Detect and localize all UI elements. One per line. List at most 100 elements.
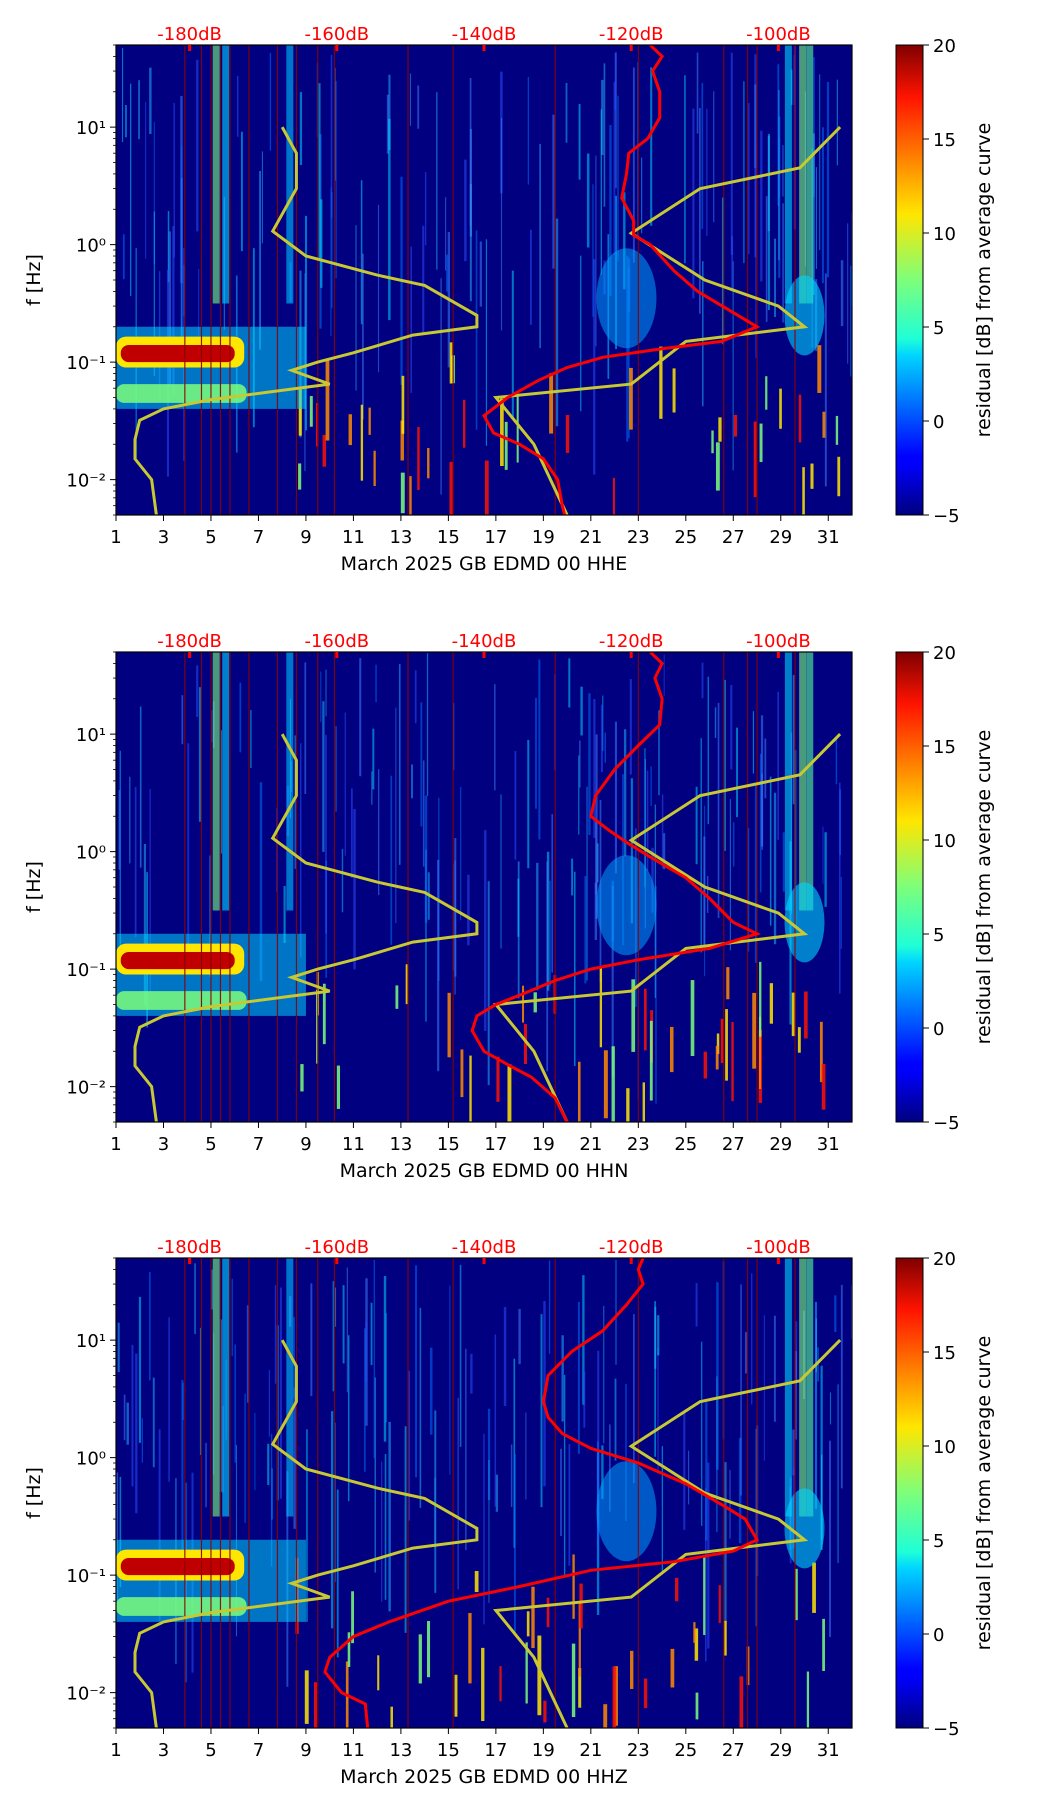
heatmap-spike (703, 1051, 708, 1079)
top-tick-label: -120dB (599, 24, 664, 45)
heatmap-spike (454, 1674, 458, 1717)
heatmap-band (222, 1258, 230, 1517)
heatmap-texture (116, 1258, 852, 1728)
x-tick-label: 15 (437, 1740, 460, 1761)
heatmap-spike (769, 983, 774, 1024)
heatmap-spike (316, 989, 319, 1064)
y-axis-label: f [Hz] (23, 1467, 45, 1519)
heatmap-spike (401, 375, 405, 434)
heatmap-spike (496, 1056, 500, 1102)
top-tick-label: -140dB (452, 1237, 517, 1258)
colorbar-tick-label: 10 (933, 831, 956, 852)
y-tick-label: 10⁻¹ (66, 960, 106, 981)
x-tick-label: 31 (817, 1134, 840, 1155)
heatmap-spike (821, 1064, 826, 1110)
heatmap-spike (695, 1692, 699, 1720)
heatmap-spike (533, 992, 537, 1013)
x-tick-label: 3 (158, 1134, 169, 1155)
heatmap-spike (449, 342, 453, 384)
reference-curve (492, 126, 842, 515)
heatmap-spike (298, 386, 302, 436)
heatmap-spike (603, 1050, 608, 1119)
x-tick-label: 3 (158, 527, 169, 548)
heatmap-spike (611, 1046, 615, 1122)
x-tick-label: 13 (389, 1134, 412, 1155)
colorbar (895, 44, 924, 516)
top-tick-label: -180dB (157, 1237, 222, 1258)
heatmap-background (116, 652, 852, 1122)
y-axis-label: f [Hz] (23, 254, 45, 306)
heatmap-spike (718, 1585, 721, 1624)
colorbar-tick-label: 15 (933, 737, 956, 758)
heatmap-spike (791, 992, 796, 1037)
heatmap-spike (469, 1055, 472, 1122)
x-tick-label: 19 (532, 527, 555, 548)
x-tick-label: 7 (253, 1740, 264, 1761)
heatmap-spike (694, 1628, 699, 1661)
heatmap-spike (507, 1064, 512, 1122)
heatmap-spike (571, 1643, 576, 1718)
heatmap-spike (718, 417, 722, 442)
heatmap-spike (418, 1634, 422, 1684)
heatmap-texture (116, 45, 852, 515)
heatmap-spike (822, 411, 826, 438)
y-tick-label: 10⁻² (66, 471, 106, 492)
heatmap-spike (468, 1612, 472, 1684)
x-tick-label: 29 (769, 527, 792, 548)
colorbar (895, 1257, 924, 1729)
top-tick-label: -140dB (452, 631, 517, 652)
heatmap-spike (427, 448, 430, 479)
heatmap-spike (731, 1022, 734, 1102)
top-tick-label: -180dB (157, 24, 222, 45)
heatmap-spike (715, 1045, 719, 1070)
x-tick-label: 23 (627, 1134, 650, 1155)
x-tick-label: 15 (437, 1134, 460, 1155)
x-tick-label: 7 (253, 1134, 264, 1155)
heatmap-texture (116, 652, 842, 1122)
heatmap-spike (720, 1018, 724, 1064)
colorbar-tick-label: 20 (933, 36, 956, 57)
heatmap-event-glow (596, 248, 657, 349)
y-tick-label: 10⁰ (76, 236, 106, 257)
heatmap-spike (395, 985, 399, 1009)
heatmap-band (784, 1258, 792, 1517)
colorbar-tick-label: 0 (933, 412, 944, 433)
heatmap-spike (670, 1648, 675, 1688)
heatmap-spike (752, 992, 757, 1069)
heatmap-band (286, 1258, 294, 1517)
heatmap-spike (336, 1065, 341, 1109)
psd-curve (323, 1258, 760, 1728)
heatmap-spike (759, 961, 762, 1037)
heatmap-spike (481, 1647, 485, 1722)
heatmap-spike (659, 346, 663, 419)
y-tick-label: 10⁰ (76, 1449, 106, 1470)
top-tick-label: -100dB (746, 1237, 811, 1258)
colorbar-tick-label: 5 (933, 1531, 944, 1552)
heatmap-band (806, 1258, 814, 1517)
heatmap-spike (726, 967, 730, 1000)
y-axis-label: f [Hz] (23, 861, 45, 913)
heatmap-spike (351, 1591, 354, 1644)
x-tick-label: 9 (300, 1740, 311, 1761)
heatmap-spike (304, 1670, 309, 1724)
y-tick-label: 10¹ (76, 118, 106, 139)
x-tick-label: 13 (389, 1740, 412, 1761)
x-tick-label: 5 (205, 527, 216, 548)
top-tick-label: -180dB (157, 631, 222, 652)
heatmap-spike (523, 1024, 527, 1064)
heatmap-band (806, 652, 814, 911)
top-tick-label: -100dB (746, 631, 811, 652)
heatmap-spike (758, 1016, 762, 1089)
heatmap-spike (612, 477, 615, 515)
heatmap-spike (400, 420, 404, 461)
heatmap-spike (642, 1082, 646, 1122)
x-tick-label: 13 (389, 527, 412, 548)
heatmap-spike (810, 463, 814, 489)
heatmap-spike (739, 1676, 744, 1728)
heatmap-event-glow (596, 1461, 657, 1562)
heatmap-spike (715, 442, 720, 491)
heatmap-spike (690, 980, 695, 1056)
x-tick-label: 29 (769, 1134, 792, 1155)
heatmap-spike (794, 1568, 798, 1621)
heatmap-spike (526, 1611, 530, 1637)
